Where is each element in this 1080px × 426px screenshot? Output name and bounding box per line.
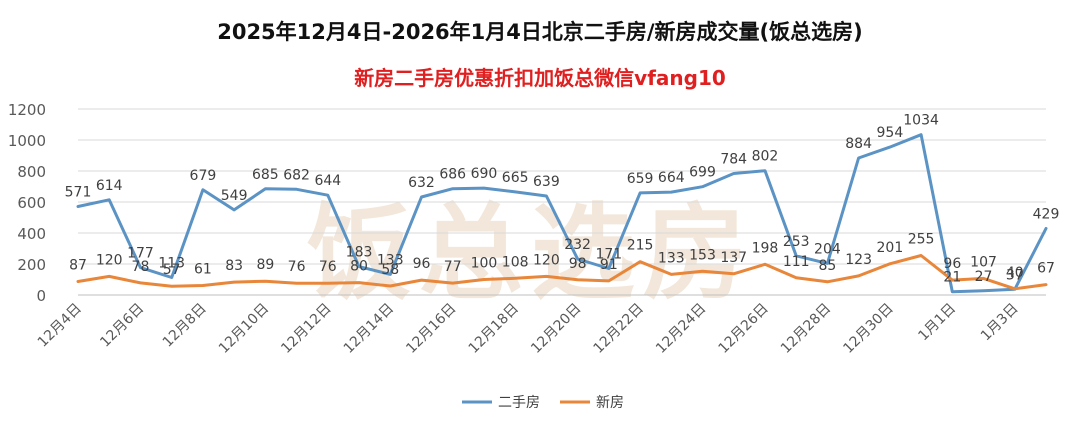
data-label: 107 xyxy=(970,254,997,270)
data-label: 27 xyxy=(975,269,993,285)
y-tick-label: 400 xyxy=(17,225,46,243)
x-tick-label: 12月12日 xyxy=(278,301,334,357)
data-label: 57 xyxy=(163,262,181,278)
x-tick-label: 1月3日 xyxy=(978,301,1022,345)
legend-label: 新房 xyxy=(596,395,624,411)
data-label: 80 xyxy=(350,259,368,275)
y-tick-label: 1200 xyxy=(8,101,46,119)
x-tick-label: 12月24日 xyxy=(653,301,709,357)
data-label: 177 xyxy=(127,246,154,262)
data-label: 100 xyxy=(471,256,498,272)
x-tick-label: 12月4日 xyxy=(35,301,85,351)
data-label: 153 xyxy=(689,247,716,263)
y-tick-label: 1000 xyxy=(8,132,46,150)
data-label: 699 xyxy=(689,165,716,181)
x-tick-label: 12月18日 xyxy=(466,301,522,357)
data-label: 83 xyxy=(225,258,243,274)
data-label: 77 xyxy=(444,259,462,275)
x-tick-label: 12月16日 xyxy=(403,301,459,357)
legend-label: 二手房 xyxy=(498,395,540,411)
data-label: 58 xyxy=(381,262,399,278)
series-line-newhome xyxy=(76,254,1048,291)
data-label: 659 xyxy=(627,171,654,187)
x-tick-label: 12月8日 xyxy=(160,301,210,351)
data-label: 665 xyxy=(502,170,529,186)
data-label: 61 xyxy=(194,262,212,278)
data-label: 954 xyxy=(877,125,904,141)
data-label: 884 xyxy=(845,136,872,152)
y-tick-label: 200 xyxy=(17,256,46,274)
data-label: 67 xyxy=(1037,261,1055,277)
data-label: 664 xyxy=(658,170,685,186)
x-tick-label: 12月6日 xyxy=(97,301,147,351)
data-label: 255 xyxy=(908,231,935,247)
data-label: 1034 xyxy=(903,113,939,129)
chart-subtitle: 新房二手房优惠折扣加饭总微信vfang10 xyxy=(354,66,726,90)
data-label: 784 xyxy=(720,151,747,167)
y-tick-label: 800 xyxy=(17,163,46,181)
data-label: 253 xyxy=(783,234,810,250)
data-label: 685 xyxy=(252,167,279,183)
x-tick-label: 12月22日 xyxy=(591,301,647,357)
data-label: 40 xyxy=(1006,265,1024,281)
data-label: 85 xyxy=(819,258,837,274)
data-label: 679 xyxy=(190,168,217,184)
chart-title: 2025年12月4日-2026年1月4日北京二手房/新房成交量(饭总选房) xyxy=(217,20,863,44)
data-label: 183 xyxy=(346,245,373,261)
data-label: 133 xyxy=(658,250,685,266)
x-tick-label: 12月28日 xyxy=(778,301,834,357)
data-label: 686 xyxy=(439,167,466,183)
data-label: 78 xyxy=(132,259,150,275)
x-tick-label: 12月30日 xyxy=(840,301,896,357)
data-label: 639 xyxy=(533,174,560,190)
series-line-secondhand xyxy=(76,133,1048,294)
x-tick-label: 12月10日 xyxy=(216,301,272,357)
x-tick-label: 12月20日 xyxy=(528,301,584,357)
y-tick-label: 600 xyxy=(17,194,46,212)
data-label: 232 xyxy=(564,237,591,253)
data-label: 571 xyxy=(65,184,92,200)
data-label: 76 xyxy=(319,259,337,275)
data-label: 549 xyxy=(221,188,248,204)
data-label: 96 xyxy=(413,256,431,272)
data-label: 215 xyxy=(627,238,654,254)
data-label: 91 xyxy=(600,257,618,273)
data-label: 76 xyxy=(288,259,306,275)
x-tick-label: 12月26日 xyxy=(715,301,771,357)
data-label: 21 xyxy=(943,270,961,286)
data-label: 198 xyxy=(752,240,779,256)
data-label: 204 xyxy=(814,241,841,257)
data-label: 123 xyxy=(845,252,872,268)
watermark: 饭总选房 xyxy=(248,178,814,328)
data-label: 429 xyxy=(1033,207,1060,223)
data-label: 108 xyxy=(502,254,529,270)
data-label: 120 xyxy=(96,252,123,268)
data-label: 113 xyxy=(158,255,185,271)
data-label: 614 xyxy=(96,178,123,194)
data-label: 133 xyxy=(377,252,404,268)
watermark-text: 饭总选房 xyxy=(306,192,755,314)
x-tick-label: 12月14日 xyxy=(341,301,397,357)
data-label: 171 xyxy=(595,246,622,262)
x-tick-label: 1月1日 xyxy=(915,301,959,345)
data-label: 802 xyxy=(752,149,779,165)
data-label: 89 xyxy=(256,257,274,273)
y-tick-label: 0 xyxy=(36,287,46,305)
data-label: 96 xyxy=(943,256,961,272)
data-label: 98 xyxy=(569,256,587,272)
data-label: 690 xyxy=(471,166,498,182)
data-label: 682 xyxy=(283,167,310,183)
data-label: 120 xyxy=(533,252,560,268)
data-label: 644 xyxy=(314,173,341,189)
data-label: 87 xyxy=(69,258,87,274)
data-label: 137 xyxy=(720,250,747,266)
data-label: 201 xyxy=(877,240,904,256)
data-label: 37 xyxy=(1006,267,1024,283)
data-label: 111 xyxy=(783,254,810,270)
data-label: 632 xyxy=(408,175,435,191)
